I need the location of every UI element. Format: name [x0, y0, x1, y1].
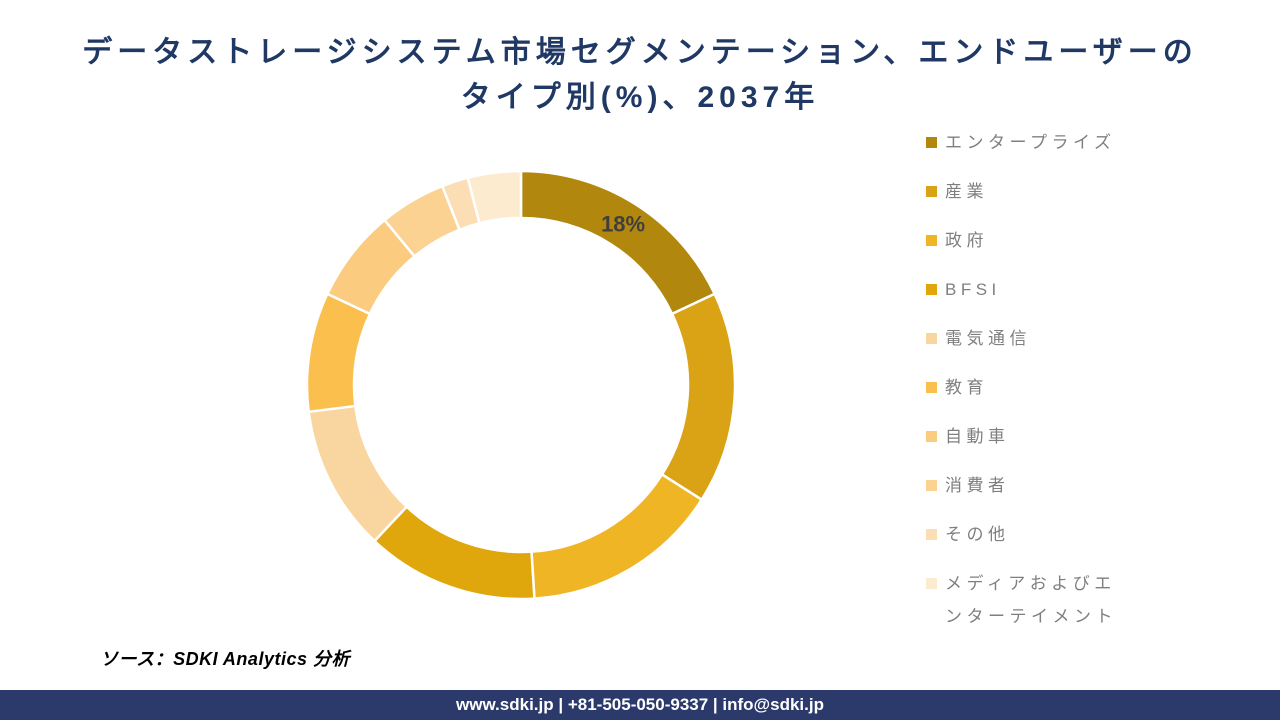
- donut-segment-3[interactable]: [530, 473, 703, 600]
- legend-item-4[interactable]: BFSI: [926, 273, 1126, 306]
- legend-label: メディアおよびエンターテイメント: [945, 574, 1117, 626]
- donut-segment-10[interactable]: [466, 169, 523, 225]
- page-title-line-1: データストレージシステム市場セグメンテーション、エンドユーザーの: [82, 36, 1198, 69]
- donut-segment-6[interactable]: [305, 292, 372, 414]
- legend-label: 電気通信: [945, 329, 1031, 348]
- legend-item-7[interactable]: 自動車: [926, 420, 1126, 453]
- legend-label: 政府: [945, 231, 988, 250]
- legend-swatch-icon: [926, 529, 937, 540]
- legend-item-9[interactable]: その他: [926, 518, 1126, 551]
- source-note: ソース：SDKI Analytics 分析: [100, 649, 350, 669]
- donut-segment-5[interactable]: [307, 404, 408, 543]
- footer-contact-text: www.sdki.jp | +81-505-050-9337 | info@sd…: [456, 695, 824, 714]
- legend-label: 消費者: [945, 476, 1010, 495]
- donut-segment-2[interactable]: [660, 292, 737, 501]
- legend-item-3[interactable]: 政府: [926, 224, 1126, 257]
- donut-segment-1[interactable]: [519, 169, 716, 316]
- legend-label: 教育: [945, 378, 988, 397]
- donut-segment-4[interactable]: [373, 505, 536, 601]
- legend-item-5[interactable]: 電気通信: [926, 322, 1126, 355]
- page-title: データストレージシステム市場セグメンテーション、エンドユーザーの タイプ別(%)…: [0, 30, 1280, 120]
- page-title-line-2: タイプ別(%)、2037年: [460, 81, 820, 114]
- legend-swatch-icon: [926, 235, 937, 246]
- legend-label: その他: [945, 525, 1010, 544]
- donut-data-label: 18%: [601, 212, 645, 237]
- legend-swatch-icon: [926, 284, 937, 295]
- legend-label: BFSI: [945, 280, 1001, 299]
- legend-item-8[interactable]: 消費者: [926, 469, 1126, 502]
- legend-swatch-icon: [926, 578, 937, 589]
- legend-swatch-icon: [926, 480, 937, 491]
- legend-swatch-icon: [926, 137, 937, 148]
- legend-label: 産業: [945, 182, 988, 201]
- legend-item-10[interactable]: メディアおよびエンターテイメント: [926, 567, 1126, 633]
- legend-item-6[interactable]: 教育: [926, 371, 1126, 404]
- legend-item-1[interactable]: エンタープライズ: [926, 126, 1126, 159]
- legend-swatch-icon: [926, 333, 937, 344]
- legend-swatch-icon: [926, 382, 937, 393]
- legend-swatch-icon: [926, 186, 937, 197]
- legend-label: エンタープライズ: [945, 133, 1116, 152]
- legend-swatch-icon: [926, 431, 937, 442]
- donut-chart: 18%: [305, 169, 737, 601]
- legend: エンタープライズ 産業政府 BFSI 電気通信教育自動車消費者その他メディアおよびエン…: [926, 126, 1126, 649]
- footer-bar: www.sdki.jp | +81-505-050-9337 | info@sd…: [0, 690, 1280, 720]
- legend-item-2[interactable]: 産業: [926, 175, 1126, 208]
- legend-label: 自動車: [945, 427, 1010, 446]
